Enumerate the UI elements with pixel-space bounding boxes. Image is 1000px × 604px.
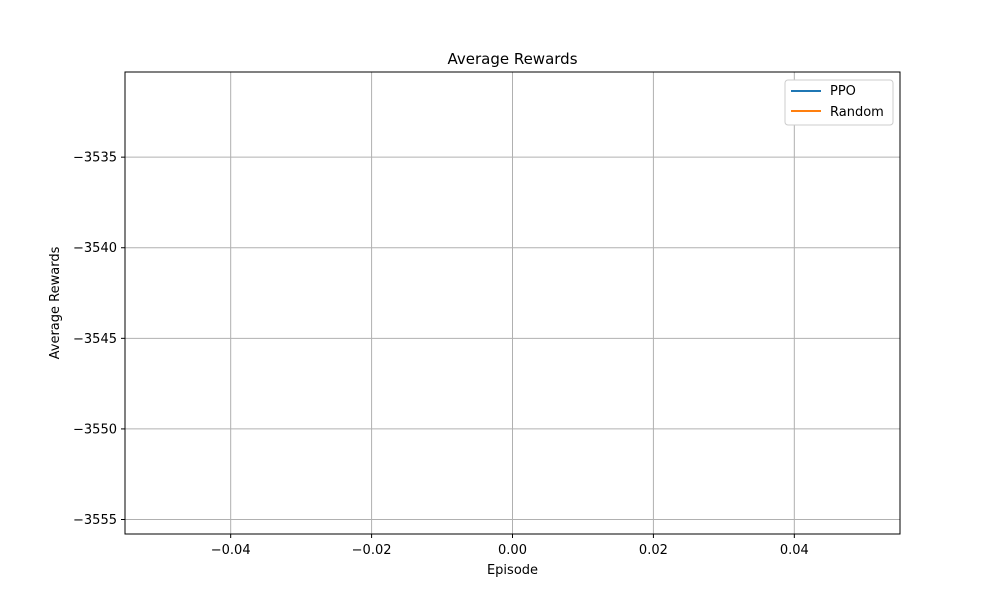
y-tick-label: −3555 — [73, 513, 117, 528]
x-tick-label: −0.04 — [211, 543, 251, 558]
legend: PPO Random — [784, 79, 894, 126]
x-tick-label: 0.04 — [780, 543, 809, 558]
x-axis-label: Episode — [487, 563, 538, 578]
y-tick-label: −3545 — [73, 332, 117, 347]
x-tick-label: 0.00 — [498, 543, 527, 558]
y-tick-label: −3540 — [73, 241, 117, 256]
y-tick-label: −3550 — [73, 422, 117, 437]
grid — [125, 72, 900, 534]
x-axis: −0.04 −0.02 0.00 0.02 0.04 — [211, 534, 809, 558]
legend-label-ppo: PPO — [830, 84, 856, 99]
x-tick-label: 0.02 — [639, 543, 668, 558]
legend-label-random: Random — [830, 105, 884, 120]
chart-title: Average Rewards — [447, 50, 577, 68]
x-tick-label: −0.02 — [352, 543, 392, 558]
y-axis: −3535 −3540 −3545 −3550 −3555 — [73, 151, 125, 528]
y-tick-label: −3535 — [73, 151, 117, 166]
y-axis-label: Average Rewards — [48, 246, 63, 359]
